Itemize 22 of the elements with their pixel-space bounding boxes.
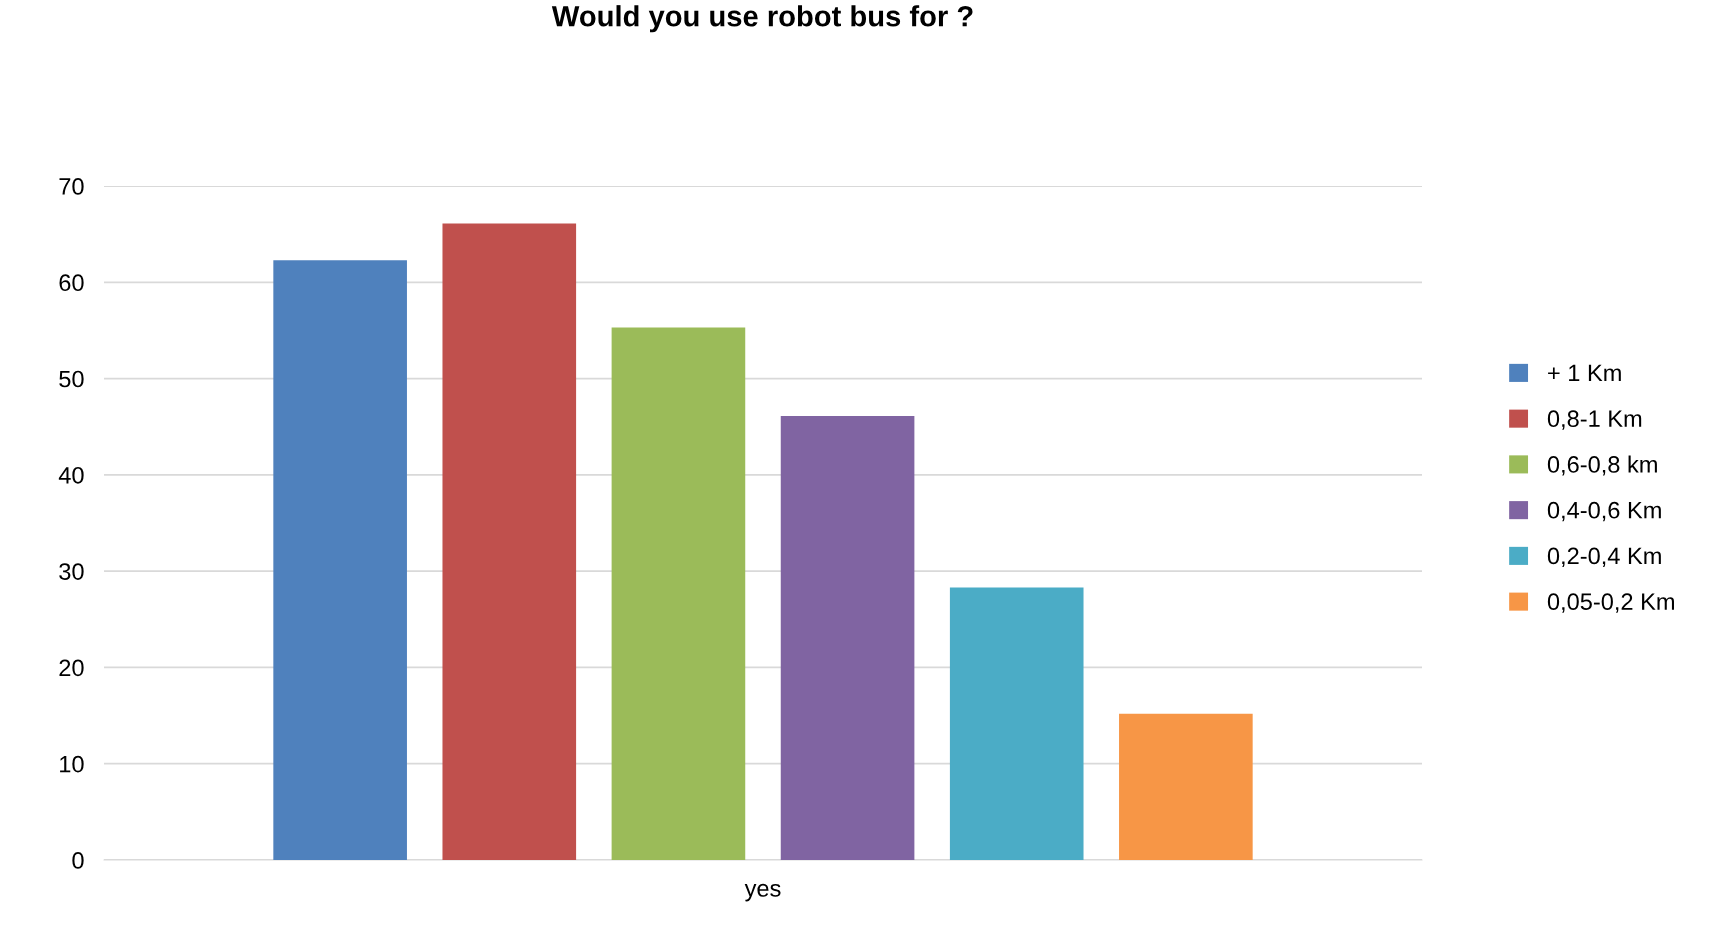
y-tick-label: 60 [59,274,84,292]
bar [780,416,915,860]
y-tick-label: 20 [59,659,84,677]
y-tick-label: 40 [58,466,84,484]
legend-label: 0,8-1 Km [1547,410,1642,430]
y-tick-label: 70 [59,178,84,195]
bar [611,327,746,860]
y-tick-label: 10 [60,755,84,773]
y-tick-label: 50 [59,370,84,388]
y-tick-label: 0 [72,852,84,869]
bar [949,587,1084,860]
bar [442,223,577,860]
chart-title: Would you use robot bus for ? [551,5,973,33]
bar [273,260,407,860]
legend-label: 0,05-0,2 Km [1547,593,1674,613]
x-tick-label: yes [744,883,781,902]
legend-label: 0,4-0,6 Km [1547,501,1661,522]
bar [1119,713,1253,860]
legend-label: 0,6-0,8 km [1547,455,1657,476]
y-tick-label: 30 [59,563,84,580]
legend-label: + 1 Km [1548,364,1621,382]
legend-label: 0,2-0,4 Km [1547,547,1661,568]
